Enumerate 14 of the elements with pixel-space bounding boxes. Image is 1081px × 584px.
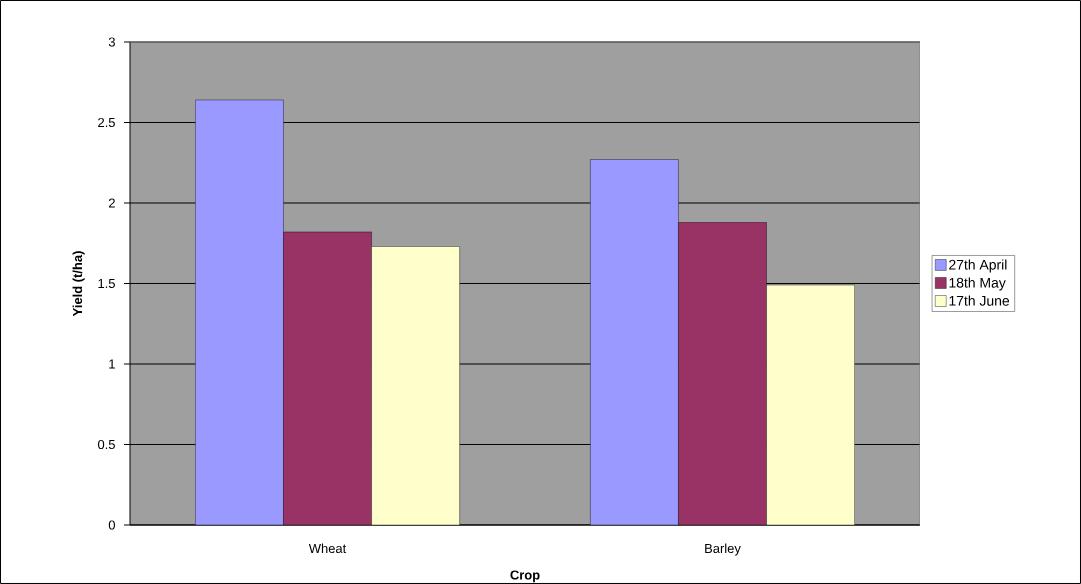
x-axis-title: Crop — [510, 570, 540, 583]
x-tick-label: Wheat — [308, 543, 347, 554]
legend-label: 27th April — [949, 259, 1007, 273]
y-tick-label: 1.5 — [98, 278, 115, 288]
y-tick-label: 1 — [109, 359, 115, 369]
y-axis-title: Yield (t/ha) — [72, 251, 85, 317]
y-tick-label: 2.5 — [98, 117, 115, 128]
y-tick-label: 0.5 — [97, 439, 115, 450]
y-tick-label: 0 — [108, 520, 115, 530]
x-tick-label: Barley — [705, 543, 741, 556]
legend-label: 17th June — [949, 295, 1010, 306]
y-tick-label: 3 — [108, 37, 115, 47]
legend-label: 18th May — [949, 277, 1006, 291]
y-tick-label: 2 — [108, 198, 115, 208]
